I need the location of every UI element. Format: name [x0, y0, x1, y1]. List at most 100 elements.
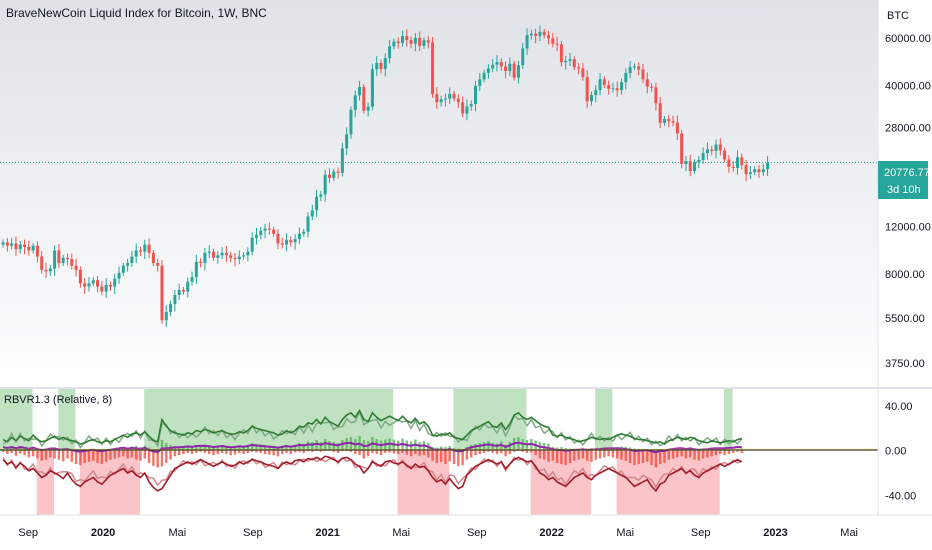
candle-body	[169, 304, 173, 312]
bull-bar	[220, 445, 224, 451]
candle	[551, 32, 555, 48]
candle-body	[53, 250, 57, 269]
candle	[91, 277, 95, 287]
candle-body	[748, 172, 752, 175]
candle	[31, 242, 35, 254]
bear-bar	[616, 450, 619, 459]
candle-body	[422, 40, 426, 46]
bear-bar	[49, 450, 52, 458]
candle-body	[104, 284, 108, 292]
price-tick-label: 40000.00	[885, 81, 931, 93]
bear-bar	[109, 450, 112, 460]
candle	[607, 80, 611, 95]
bear-bar	[14, 450, 18, 456]
candle-body	[194, 261, 198, 278]
bear-bar	[23, 450, 26, 456]
bear-bar	[31, 450, 35, 457]
candle	[598, 73, 602, 96]
time-tick-label: 2022	[539, 527, 563, 539]
bear-bar	[255, 450, 258, 453]
bear-bar	[512, 450, 516, 452]
candle	[508, 57, 512, 77]
candle	[632, 63, 636, 71]
bear-bar	[160, 450, 164, 467]
candle	[504, 61, 508, 79]
candle	[186, 277, 190, 298]
candle-body	[645, 79, 649, 87]
candle-body	[242, 255, 246, 257]
candle	[78, 266, 82, 288]
candle-body	[190, 277, 194, 282]
candle-body	[100, 286, 104, 292]
bear-bar	[57, 450, 61, 460]
candle-body	[418, 37, 422, 46]
bear-bar	[676, 450, 679, 458]
candle	[379, 59, 383, 74]
candle	[177, 283, 181, 301]
candle	[547, 30, 551, 45]
candle-body	[272, 229, 276, 234]
bull-bar	[298, 443, 301, 451]
price-tick-label: 3750.00	[885, 358, 925, 370]
bear-bar	[182, 450, 185, 455]
bear-bar	[581, 450, 585, 459]
candle-body	[731, 166, 735, 169]
candle-body	[431, 42, 435, 95]
candle	[602, 76, 606, 88]
bear-bar	[216, 450, 220, 455]
candle-body	[641, 69, 645, 80]
candle	[370, 63, 374, 111]
bear-bar	[534, 450, 537, 456]
candle-body	[461, 102, 465, 114]
bear-bar	[272, 450, 275, 456]
indicator-tick-label: 0.00	[885, 446, 906, 458]
candle-body	[602, 79, 606, 86]
time-tick-label: Sep	[18, 527, 38, 539]
candle	[443, 93, 447, 107]
candle-body	[35, 245, 39, 257]
candle-body	[315, 196, 319, 211]
bull-bar	[491, 443, 494, 451]
bear-bar	[195, 450, 198, 453]
bull-bar	[302, 443, 305, 451]
bull-bar	[315, 440, 318, 451]
candle-body	[555, 43, 559, 45]
bull-bar	[190, 446, 194, 451]
bull-bar	[242, 446, 245, 451]
bear-bar	[341, 450, 344, 452]
candle-body	[70, 259, 74, 266]
candle	[108, 281, 112, 291]
candle	[203, 247, 207, 271]
bear-bar	[336, 450, 340, 453]
bear-bar	[53, 450, 56, 459]
candle	[293, 234, 297, 250]
candle	[74, 258, 78, 277]
candle-body	[495, 62, 499, 65]
candle-body	[761, 169, 765, 173]
bull-zone	[58, 389, 76, 451]
candle-body	[370, 69, 374, 107]
candle-body	[396, 41, 400, 43]
candle-body	[443, 98, 447, 100]
candle-body	[658, 103, 662, 123]
bear-bar	[671, 450, 675, 459]
bear-bar	[358, 450, 361, 456]
candle	[194, 254, 198, 284]
candle	[744, 160, 748, 182]
candle-body	[280, 243, 284, 245]
bear-bar	[547, 450, 550, 462]
bear-bar	[362, 450, 366, 459]
ma-line	[2, 441, 742, 454]
bear-bar	[366, 450, 370, 457]
bull-bar	[487, 441, 490, 451]
candle-body	[589, 95, 593, 102]
bear-bar	[598, 450, 602, 459]
bear-bar	[689, 450, 692, 458]
candle-body	[156, 263, 160, 266]
candle-body	[285, 240, 289, 245]
candle-body	[478, 79, 482, 86]
bear-bar	[298, 450, 301, 452]
candle	[23, 239, 27, 255]
price-tick-label: 5500.00	[885, 313, 925, 325]
